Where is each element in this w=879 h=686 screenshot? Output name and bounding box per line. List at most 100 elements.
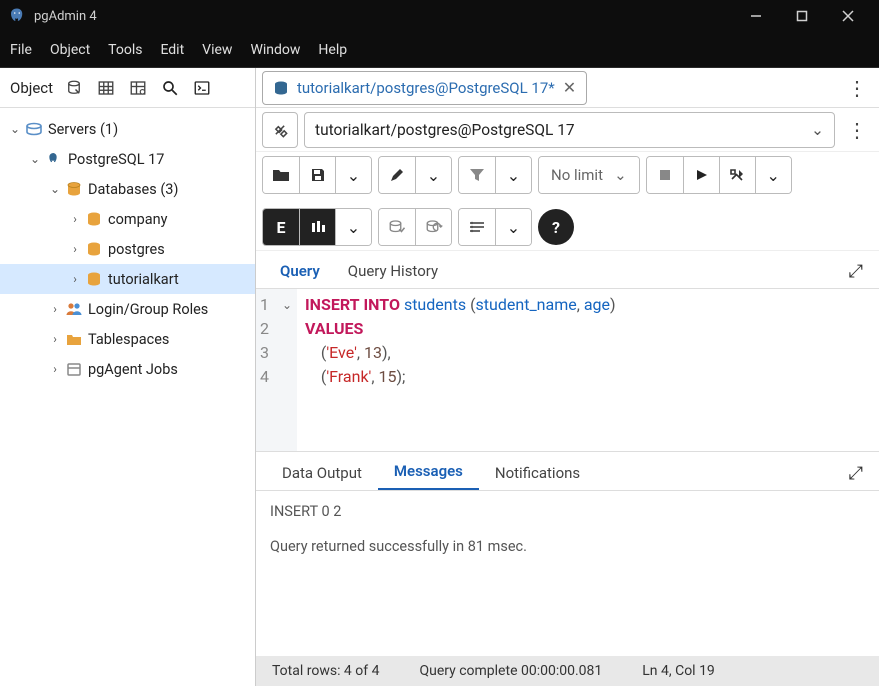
close-button[interactable] — [825, 0, 871, 32]
filter-dropdown[interactable]: ⌄ — [495, 157, 531, 193]
execute-button[interactable] — [683, 157, 719, 193]
explain-analyze-button[interactable]: E — [263, 209, 299, 245]
chevron-right-icon[interactable]: › — [48, 302, 62, 316]
folder-icon — [64, 332, 84, 346]
chevron-right-icon[interactable]: › — [68, 212, 82, 226]
connection-select[interactable]: tutorialkart/postgres@PostgreSQL 17 ⌄ — [304, 112, 835, 148]
status-cursor: Ln 4, Col 19 — [642, 663, 715, 679]
tab-messages[interactable]: Messages — [378, 454, 479, 490]
sidebar: Object ⌄Servers (1) ⌄PostgreSQL 17 ⌄ Data… — [0, 68, 256, 686]
execute-dropdown[interactable]: ⌄ — [755, 157, 791, 193]
tree-servers[interactable]: ⌄Servers (1) — [0, 114, 255, 144]
connection-menu-button[interactable]: ⋮ — [841, 114, 873, 146]
edit-dropdown[interactable]: ⌄ — [415, 157, 451, 193]
macros-button[interactable] — [459, 209, 495, 245]
tab-query[interactable]: Query — [266, 254, 334, 288]
chevron-down-icon[interactable]: ⌄ — [8, 122, 22, 136]
help-button[interactable]: ? — [538, 209, 574, 245]
connection-status-button[interactable] — [262, 112, 298, 148]
psql-icon[interactable] — [186, 72, 218, 104]
save-dropdown[interactable]: ⌄ — [335, 157, 371, 193]
chevron-right-icon[interactable]: › — [68, 242, 82, 256]
tree-db-company[interactable]: ›company — [0, 204, 255, 234]
query-toolbar: ⌄ ⌄ ⌄ No limit ⌄ ⌄ E — [256, 152, 879, 251]
chevron-down-icon[interactable]: ⌄ — [28, 152, 42, 166]
maximize-button[interactable] — [779, 0, 825, 32]
window-title: pgAdmin 4 — [34, 9, 733, 24]
menu-view[interactable]: View — [202, 42, 232, 58]
database-icon — [64, 181, 84, 197]
editor-tab-bar: tutorialkart/postgres@PostgreSQL 17* ✕ ⋮ — [256, 68, 879, 108]
sidebar-header: Object — [0, 68, 255, 108]
explain-dropdown[interactable]: ⌄ — [335, 209, 371, 245]
menu-edit[interactable]: Edit — [160, 42, 184, 58]
message-line: Query returned successfully in 81 msec. — [270, 538, 865, 555]
chevron-right-icon[interactable]: › — [48, 362, 62, 376]
tab-query-history[interactable]: Query History — [334, 254, 452, 288]
tab-notifications[interactable]: Notifications — [479, 456, 596, 490]
tab-data-output[interactable]: Data Output — [266, 456, 378, 490]
database-icon — [84, 271, 104, 287]
save-button[interactable] — [299, 157, 335, 193]
menu-file[interactable]: File — [10, 42, 32, 58]
stop-button[interactable] — [647, 157, 683, 193]
explain-button[interactable] — [719, 157, 755, 193]
tree-label: Databases (3) — [88, 181, 178, 198]
menu-window[interactable]: Window — [250, 42, 300, 58]
limit-select[interactable]: No limit ⌄ — [539, 157, 639, 193]
menu-help[interactable]: Help — [318, 42, 347, 58]
filter-rows-icon[interactable] — [122, 72, 154, 104]
tab-label: tutorialkart/postgres@PostgreSQL 17* — [297, 79, 555, 97]
open-file-button[interactable] — [263, 157, 299, 193]
rollback-button[interactable] — [415, 209, 451, 245]
tree-label: pgAgent Jobs — [88, 361, 178, 378]
explain-options-button[interactable] — [299, 209, 335, 245]
minimize-button[interactable] — [733, 0, 779, 32]
line-gutter: 1 2 3 4 — [256, 289, 277, 451]
jobs-icon — [64, 361, 84, 377]
tab-close-icon[interactable]: ✕ — [563, 78, 576, 97]
tree-databases[interactable]: ⌄ Databases (3) — [0, 174, 255, 204]
expand-output-icon[interactable]: ⤢ — [843, 457, 869, 490]
menu-object[interactable]: Object — [50, 42, 90, 58]
menubar: File Object Tools Edit View Window Help — [0, 32, 879, 68]
app-logo-icon — [8, 7, 26, 25]
query-tabs: Query Query History ⤢ — [256, 251, 879, 289]
edit-button[interactable] — [379, 157, 415, 193]
chevron-right-icon[interactable]: › — [48, 332, 62, 346]
search-icon[interactable] — [154, 72, 186, 104]
view-data-icon[interactable] — [90, 72, 122, 104]
filter-button[interactable] — [459, 157, 495, 193]
tree-login-roles[interactable]: › Login/Group Roles — [0, 294, 255, 324]
menu-tools[interactable]: Tools — [108, 42, 142, 58]
tree-db-postgres[interactable]: › postgres — [0, 234, 255, 264]
tree-label: tutorialkart — [108, 271, 179, 288]
tab-menu-button[interactable]: ⋮ — [841, 72, 873, 104]
query-tool-icon[interactable] — [58, 72, 90, 104]
messages-panel: INSERT 0 2 Query returned successfully i… — [256, 491, 879, 656]
code-body[interactable]: INSERT INTO students (student_name, age)… — [297, 289, 624, 451]
window-controls — [733, 0, 871, 32]
sql-editor[interactable]: 1 2 3 4 ⌄ INSERT INTO students (student_… — [256, 289, 879, 451]
server-group-icon — [24, 122, 44, 136]
tree-pgagent[interactable]: › pgAgent Jobs — [0, 354, 255, 384]
tree-label: Login/Group Roles — [88, 301, 208, 318]
commit-button[interactable] — [379, 209, 415, 245]
database-icon — [84, 211, 104, 227]
object-tree[interactable]: ⌄Servers (1) ⌄PostgreSQL 17 ⌄ Databases (… — [0, 108, 255, 390]
tree-label: postgres — [108, 241, 165, 258]
tree-db-tutorialkart[interactable]: › tutorialkart — [0, 264, 255, 294]
roles-icon — [64, 301, 84, 317]
statusbar: Total rows: 4 of 4 Query complete 00:00:… — [256, 656, 879, 686]
fold-toggle-icon[interactable]: ⌄ — [277, 293, 297, 317]
tree-label: Tablespaces — [88, 331, 169, 348]
tree-tablespaces[interactable]: › Tablespaces — [0, 324, 255, 354]
chevron-down-icon[interactable]: ⌄ — [48, 182, 62, 196]
editor-tab[interactable]: tutorialkart/postgres@PostgreSQL 17* ✕ — [262, 71, 587, 105]
tree-postgresql[interactable]: ⌄PostgreSQL 17 — [0, 144, 255, 174]
expand-editor-icon[interactable]: ⤢ — [843, 255, 869, 288]
connection-bar: tutorialkart/postgres@PostgreSQL 17 ⌄ ⋮ — [256, 108, 879, 152]
chevron-right-icon[interactable]: › — [68, 272, 82, 286]
sidebar-title: Object — [4, 79, 58, 97]
macros-dropdown[interactable]: ⌄ — [495, 209, 531, 245]
